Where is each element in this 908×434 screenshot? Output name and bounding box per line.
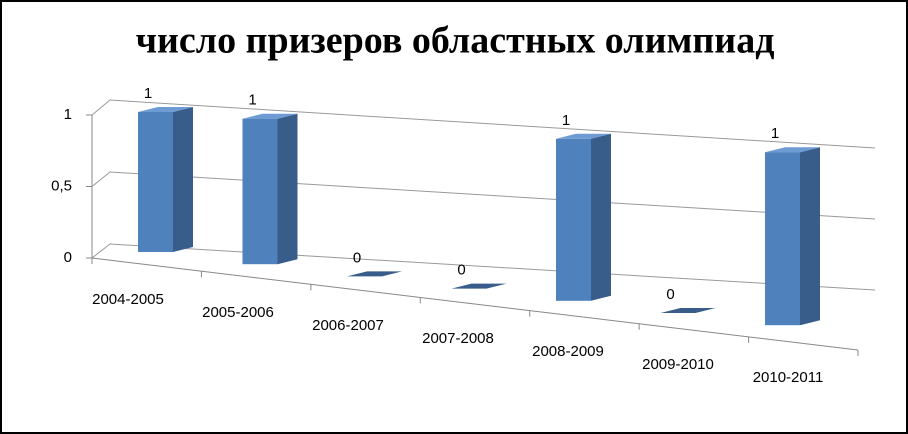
x-tick-label: 2009-2010 <box>642 356 714 373</box>
grid-line <box>91 171 876 220</box>
bar <box>660 308 716 313</box>
data-label: 1 <box>144 85 152 102</box>
data-label: 0 <box>353 249 361 266</box>
data-label: 1 <box>562 112 570 129</box>
data-label: 1 <box>771 125 779 142</box>
x-tick-label: 2007-2008 <box>422 330 494 347</box>
data-label: 0 <box>666 286 674 303</box>
chart-title: число призеров областных олимпиад <box>136 20 775 62</box>
y-tick-label: 1 <box>64 106 72 123</box>
data-label: 1 <box>248 92 256 109</box>
bar <box>242 118 278 265</box>
data-label: 0 <box>457 262 465 279</box>
grid-line <box>91 243 876 291</box>
bar <box>556 138 591 301</box>
x-tick-label: 2005-2006 <box>202 304 274 321</box>
bar-top <box>765 147 820 153</box>
bar-top <box>242 113 298 119</box>
x-tick-label: 2006-2007 <box>312 317 384 334</box>
grid-line <box>91 99 876 149</box>
bar-side <box>277 113 298 265</box>
x-axis <box>91 257 859 351</box>
bar <box>138 112 173 252</box>
x-tick-label: 2004-2005 <box>92 291 164 308</box>
bar-top <box>138 107 193 112</box>
bar <box>451 283 507 289</box>
bar-side <box>591 133 611 301</box>
bar-side <box>800 147 820 326</box>
bar-top <box>556 133 611 139</box>
y-tick-label: 0 <box>64 249 72 266</box>
bar <box>347 271 402 277</box>
bar-side <box>173 107 193 252</box>
bar <box>765 152 800 326</box>
x-tick-label: 2010-2011 <box>753 369 824 386</box>
x-tick-label: 2008-2009 <box>532 343 604 360</box>
y-tick-label: 0,5 <box>51 177 72 194</box>
